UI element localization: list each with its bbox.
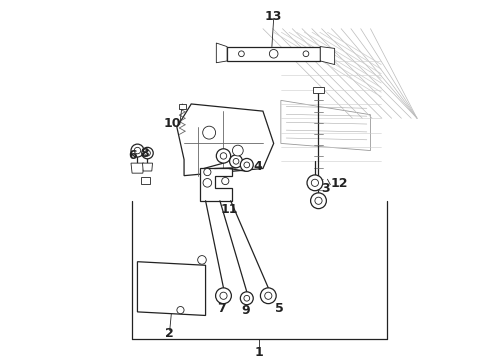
- Text: 6: 6: [128, 149, 136, 162]
- Polygon shape: [177, 104, 274, 176]
- Polygon shape: [143, 163, 152, 171]
- Polygon shape: [320, 46, 335, 64]
- Text: 2: 2: [165, 327, 174, 340]
- Circle shape: [204, 168, 211, 176]
- Circle shape: [230, 155, 243, 168]
- Circle shape: [145, 150, 150, 156]
- Text: 7: 7: [218, 302, 226, 315]
- Text: 5: 5: [275, 302, 283, 315]
- Circle shape: [131, 144, 144, 157]
- Text: 4: 4: [253, 160, 262, 173]
- Text: 3: 3: [321, 182, 330, 195]
- Circle shape: [244, 296, 250, 301]
- Circle shape: [221, 177, 229, 185]
- Text: 11: 11: [220, 203, 238, 216]
- Circle shape: [142, 147, 153, 159]
- Circle shape: [134, 147, 141, 154]
- Circle shape: [203, 126, 216, 139]
- Circle shape: [203, 179, 212, 187]
- Circle shape: [220, 292, 227, 299]
- Circle shape: [232, 145, 243, 156]
- Polygon shape: [200, 168, 232, 201]
- Text: 1: 1: [255, 346, 264, 359]
- Circle shape: [315, 197, 322, 204]
- Circle shape: [311, 179, 318, 186]
- Text: 9: 9: [242, 303, 250, 316]
- Circle shape: [307, 175, 323, 191]
- Circle shape: [220, 153, 227, 159]
- Polygon shape: [281, 100, 370, 150]
- Circle shape: [303, 51, 309, 57]
- Text: 12: 12: [331, 177, 348, 190]
- Bar: [179, 104, 186, 109]
- Text: 8: 8: [140, 147, 149, 160]
- Circle shape: [270, 49, 278, 58]
- Circle shape: [197, 256, 206, 264]
- Polygon shape: [131, 163, 144, 173]
- Circle shape: [260, 288, 276, 303]
- Bar: [141, 177, 150, 184]
- Polygon shape: [138, 262, 206, 315]
- Circle shape: [244, 162, 250, 168]
- Bar: [313, 87, 324, 93]
- Polygon shape: [216, 43, 227, 63]
- Text: 13: 13: [265, 10, 282, 23]
- Circle shape: [216, 288, 231, 303]
- Circle shape: [265, 292, 272, 299]
- Circle shape: [240, 292, 253, 305]
- Circle shape: [311, 193, 326, 209]
- Circle shape: [239, 51, 245, 57]
- Circle shape: [233, 158, 239, 164]
- Bar: [227, 46, 320, 61]
- Text: 10: 10: [164, 117, 181, 130]
- Circle shape: [177, 306, 184, 314]
- Circle shape: [240, 158, 253, 171]
- Circle shape: [216, 149, 231, 163]
